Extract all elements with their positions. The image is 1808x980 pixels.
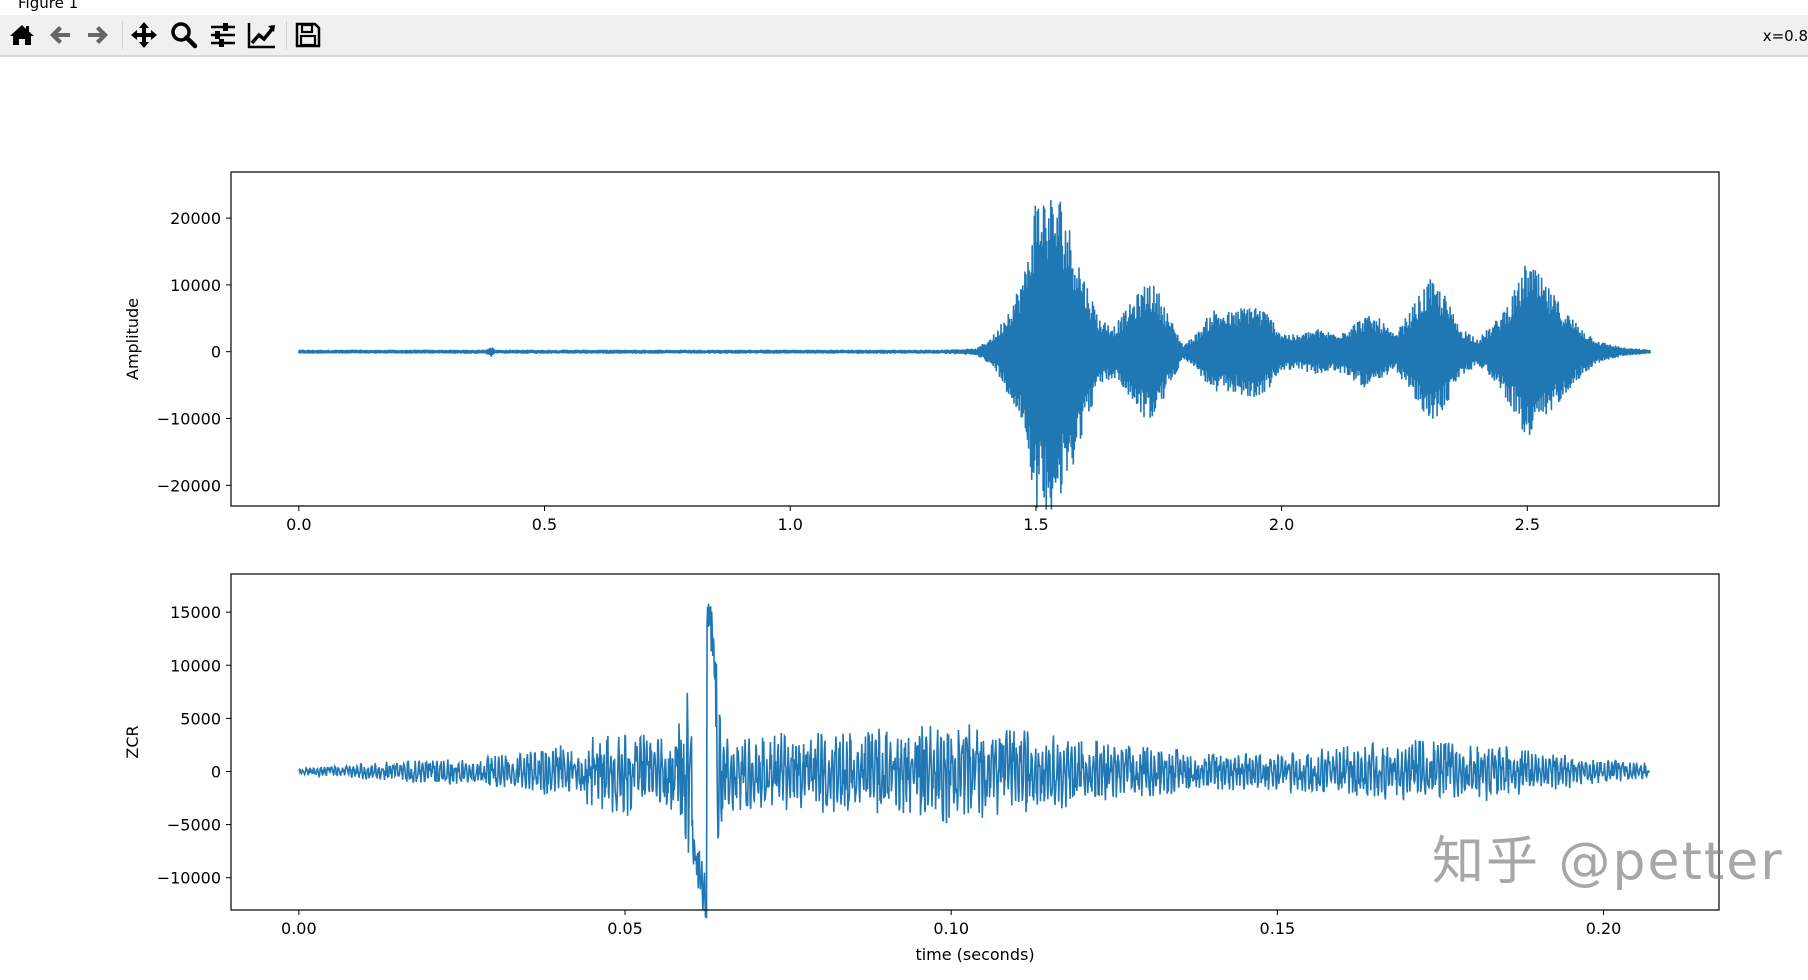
arrow-left-icon (50, 26, 70, 44)
window-titlebar: Figure 1 (0, 0, 1808, 15)
x-tick-label: 0.15 (1260, 919, 1296, 938)
axes-frame (230, 171, 1720, 507)
x-tick-label: 0.0 (286, 515, 311, 534)
y-tick-label: −10000 (157, 869, 221, 888)
amplitude-axes: 0.0 0.5 1.0 1.5 2.0 2.5 −20000 −10000 0 10000 2000… (123, 171, 1720, 534)
cursor-coordinates: x=0.8 (1762, 27, 1808, 45)
home-icon (10, 25, 34, 45)
figure-canvas[interactable]: 0.0 0.5 1.0 1.5 2.0 2.5 −20000 −10000 0 10000 2000… (0, 57, 1808, 980)
y-tick-label: 15000 (170, 603, 221, 622)
watermark: 知乎 @petter (1432, 832, 1784, 892)
configure-subplots-button[interactable] (207, 19, 239, 51)
x-tick-label: 1.5 (1023, 515, 1048, 534)
x-tick-label: 0.20 (1586, 919, 1622, 938)
arrow-right-icon (88, 26, 108, 44)
zcr-series-line (298, 603, 1650, 919)
x-tick-label: 1.0 (778, 515, 803, 534)
edit-axis-button[interactable] (246, 19, 278, 51)
toolbar-separator (122, 21, 123, 49)
window-title: Figure 1 (18, 0, 79, 12)
y-tick-label: 10000 (170, 276, 221, 295)
amplitude-series-line (298, 200, 1651, 510)
x-tick-label: 2.0 (1269, 515, 1294, 534)
y-tick-label: 0 (211, 762, 221, 781)
zoom-button[interactable] (168, 19, 200, 51)
x-tick-label: 2.5 (1515, 515, 1540, 534)
pan-button[interactable] (128, 19, 160, 51)
x-axis-label: time (seconds) (915, 945, 1034, 964)
line-chart-icon (247, 23, 275, 49)
y-tick-label: −20000 (157, 476, 221, 495)
x-tick-label: 0.5 (532, 515, 557, 534)
move-icon (131, 22, 157, 48)
save-button[interactable] (292, 19, 324, 51)
y-tick-label: 20000 (170, 209, 221, 228)
magnifier-icon (171, 22, 198, 49)
home-button[interactable] (6, 19, 38, 51)
y-tick-label: 10000 (170, 656, 221, 675)
zcr-axes: 0.00 0.05 0.10 0.15 0.20 −10000 −5000 0 5000 1000… (123, 573, 1720, 964)
x-tick-label: 0.00 (281, 919, 317, 938)
forward-button[interactable] (82, 19, 114, 51)
y-axis-label: Amplitude (123, 298, 142, 380)
floppy-disk-icon (295, 22, 321, 48)
x-tick-label: 0.05 (607, 919, 643, 938)
axes-frame (230, 573, 1720, 911)
navigation-toolbar: x=0.8 (0, 15, 1808, 57)
toolbar-separator (286, 21, 287, 49)
back-button[interactable] (44, 19, 76, 51)
y-tick-label: 0 (211, 343, 221, 362)
sliders-icon (211, 23, 235, 47)
y-tick-label: 5000 (180, 709, 221, 728)
y-tick-label: −5000 (167, 816, 221, 835)
y-axis-label: ZCR (123, 725, 142, 758)
x-tick-label: 0.10 (933, 919, 969, 938)
y-tick-label: −10000 (157, 409, 221, 428)
